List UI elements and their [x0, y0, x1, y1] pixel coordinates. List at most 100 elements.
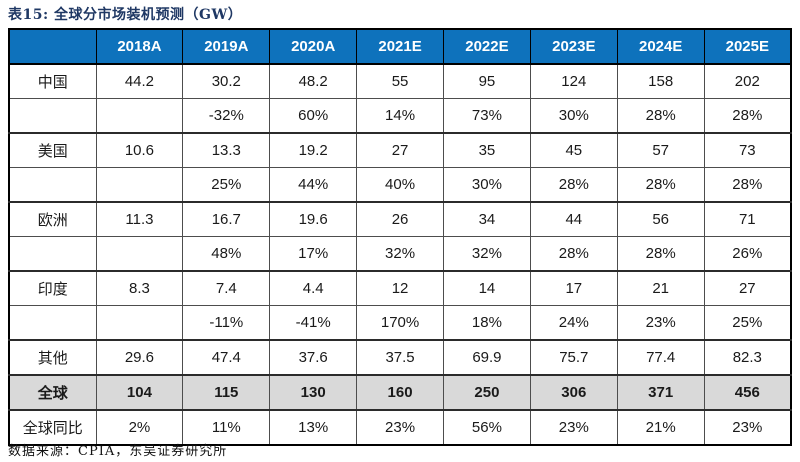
value-cell: 250	[443, 374, 531, 411]
value-cell: 115	[182, 374, 271, 411]
table-row: 欧洲 11.3 16.7 19.6 26 34 44 56 71	[8, 201, 792, 237]
value-cell: 170%	[356, 305, 444, 341]
value-cell: 306	[529, 374, 618, 411]
value-cell: 44%	[269, 167, 358, 203]
global-installation-forecast-table: 2018A 2019A 2020A 2021E 2022E 2023E 2024E 2025E…	[8, 28, 792, 446]
value-cell: 158	[616, 63, 705, 99]
table-row: 25% 44% 40% 30% 28% 28% 28%	[8, 167, 792, 203]
table-row: 其他 29.6 47.4 37.6 37.5 69.9 75.7 77.4 82.3	[8, 339, 792, 376]
value-cell: 12	[356, 270, 444, 306]
value-cell: 30.2	[182, 63, 271, 99]
value-cell: 69.9	[443, 339, 531, 376]
value-cell: -41%	[269, 305, 358, 341]
value-cell: 32%	[443, 236, 531, 272]
header-cell: 2018A	[95, 28, 184, 65]
row-label-cell: 美国	[8, 132, 97, 168]
value-cell: 2%	[95, 409, 184, 446]
value-cell: 25%	[703, 305, 792, 341]
header-row: 2018A 2019A 2020A 2021E 2022E 2023E 2024E 2025E	[8, 28, 792, 65]
header-cell: 2020A	[269, 28, 358, 65]
value-cell: 17	[529, 270, 618, 306]
value-cell: 160	[356, 374, 444, 411]
value-cell: 25%	[182, 167, 271, 203]
value-cell: 28%	[529, 167, 618, 203]
row-label-cell: 其他	[8, 339, 97, 376]
value-cell: 34	[443, 201, 531, 237]
value-cell: 73%	[443, 98, 531, 134]
value-cell: 40%	[356, 167, 444, 203]
value-cell: 7.4	[182, 270, 271, 306]
value-cell: 23%	[356, 409, 444, 446]
row-label-cell	[8, 167, 97, 203]
value-cell: 28%	[703, 98, 792, 134]
value-cell: 95	[443, 63, 531, 99]
value-cell: 30%	[443, 167, 531, 203]
value-cell: 28%	[529, 236, 618, 272]
value-cell: 82.3	[703, 339, 792, 376]
value-cell: 19.6	[269, 201, 358, 237]
value-cell: 27	[703, 270, 792, 306]
value-cell: 37.6	[269, 339, 358, 376]
value-cell: 75.7	[529, 339, 618, 376]
table-title: 表15: 全球分市场装机预测（GW）	[8, 7, 243, 23]
value-cell: 124	[529, 63, 618, 99]
header-cell: 2022E	[443, 28, 531, 65]
value-cell: 32%	[356, 236, 444, 272]
row-label-cell: 中国	[8, 63, 97, 99]
value-cell: 14	[443, 270, 531, 306]
value-cell	[95, 305, 184, 341]
row-label-cell: 全球同比	[8, 409, 97, 446]
table-row: 全球同比 2% 11% 13% 23% 56% 23% 21% 23%	[8, 409, 792, 446]
table-row: -32% 60% 14% 73% 30% 28% 28%	[8, 98, 792, 134]
value-cell: 10.6	[95, 132, 184, 168]
value-cell: 13%	[269, 409, 358, 446]
value-cell: 4.4	[269, 270, 358, 306]
row-label-cell	[8, 98, 97, 134]
row-label-cell: 欧洲	[8, 201, 97, 237]
value-cell: 48%	[182, 236, 271, 272]
value-cell: 28%	[616, 167, 705, 203]
value-cell: 71	[703, 201, 792, 237]
value-cell: 130	[269, 374, 358, 411]
value-cell: 18%	[443, 305, 531, 341]
value-cell: 57	[616, 132, 705, 168]
header-cell: 2019A	[182, 28, 271, 65]
header-cell: 2024E	[616, 28, 705, 65]
value-cell: 73	[703, 132, 792, 168]
row-label-cell	[8, 305, 97, 341]
row-label-cell: 全球	[8, 374, 97, 411]
value-cell: 24%	[529, 305, 618, 341]
table-row: 美国 10.6 13.3 19.2 27 35 45 57 73	[8, 132, 792, 168]
value-cell: 28%	[616, 236, 705, 272]
value-cell: 60%	[269, 98, 358, 134]
value-cell: 28%	[703, 167, 792, 203]
table-row: 48% 17% 32% 32% 28% 28% 26%	[8, 236, 792, 272]
value-cell: 23%	[703, 409, 792, 446]
value-cell: 17%	[269, 236, 358, 272]
value-cell	[95, 98, 184, 134]
value-cell: 30%	[529, 98, 618, 134]
value-cell	[95, 167, 184, 203]
value-cell: 29.6	[95, 339, 184, 376]
value-cell: 202	[703, 63, 792, 99]
value-cell: 23%	[529, 409, 618, 446]
value-cell: 19.2	[269, 132, 358, 168]
row-label-cell: 印度	[8, 270, 97, 306]
value-cell: 55	[356, 63, 444, 99]
value-cell: 77.4	[616, 339, 705, 376]
value-cell: 26%	[703, 236, 792, 272]
value-cell: -32%	[182, 98, 271, 134]
value-cell: 48.2	[269, 63, 358, 99]
value-cell: 47.4	[182, 339, 271, 376]
value-cell: 26	[356, 201, 444, 237]
value-cell: 27	[356, 132, 444, 168]
value-cell: 456	[703, 374, 792, 411]
value-cell: 56%	[443, 409, 531, 446]
value-cell: 14%	[356, 98, 444, 134]
value-cell: 35	[443, 132, 531, 168]
value-cell: 104	[95, 374, 184, 411]
header-cell: 2021E	[356, 28, 444, 65]
table-row: 印度 8.3 7.4 4.4 12 14 17 21 27	[8, 270, 792, 306]
table-row: 全球 104 115 130 160 250 306 371 456	[8, 374, 792, 411]
